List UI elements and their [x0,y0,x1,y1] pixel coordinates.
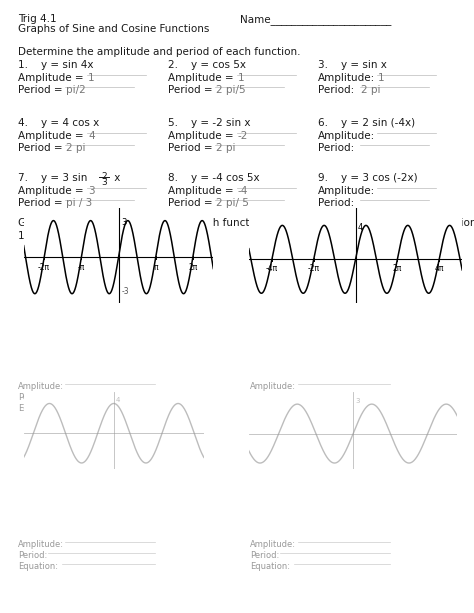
Text: -4π: -4π [266,264,278,273]
Text: 2 pi: 2 pi [361,85,381,95]
Text: Amplitude =: Amplitude = [168,131,237,141]
Text: Equation:: Equation: [250,562,290,571]
Text: 4: 4 [88,131,95,141]
Text: Trig 4.1: Trig 4.1 [18,14,56,24]
Text: 3: 3 [101,178,107,187]
Text: π: π [154,263,158,272]
Text: Amplitude:: Amplitude: [318,186,375,196]
Text: 4.    y = 4 cos x: 4. y = 4 cos x [18,118,99,128]
Text: Give the amplitude and period of each function graphed below.  Then write an equ: Give the amplitude and period of each fu… [18,218,474,228]
Text: Period =: Period = [168,85,216,95]
Text: 1: 1 [378,73,384,83]
Text: Equation:: Equation: [18,562,58,571]
Text: Period =: Period = [168,143,216,153]
Text: Period =: Period = [18,85,66,95]
Text: -2π: -2π [308,264,320,273]
Text: pi/2: pi/2 [66,85,86,95]
Text: 4π: 4π [434,264,444,273]
Text: Determine the amplitude and period of each function.: Determine the amplitude and period of ea… [18,47,301,57]
Text: 2 pi: 2 pi [66,143,85,153]
Text: 3: 3 [88,186,95,196]
Text: pi / 3: pi / 3 [66,198,92,208]
Text: Amplitude =: Amplitude = [18,73,87,83]
Text: 2.    y = cos 5x: 2. y = cos 5x [168,60,246,70]
Text: Amplitude:: Amplitude: [18,382,64,391]
Text: 2 pi: 2 pi [216,143,236,153]
Text: 2π: 2π [392,264,402,273]
Text: Amplitude =: Amplitude = [168,73,237,83]
Text: -π: -π [78,263,85,272]
Text: Amplitude:: Amplitude: [318,73,375,83]
Text: Amplitude:: Amplitude: [250,382,296,391]
Text: 1: 1 [238,73,245,83]
Text: -2: -2 [238,131,248,141]
Text: Period:: Period: [250,551,279,560]
Text: x: x [111,173,120,183]
Text: 6.    y = 2 sin (-4x): 6. y = 2 sin (-4x) [318,118,415,128]
Text: Amplitude =: Amplitude = [168,186,237,196]
Text: Amplitude =: Amplitude = [18,131,87,141]
Text: Period:: Period: [318,198,354,208]
Text: -4: -4 [238,186,248,196]
Text: 9.    y = 3 cos (-2x): 9. y = 3 cos (-2x) [318,173,418,183]
Text: 2 pi/5: 2 pi/5 [216,85,246,95]
Text: 2 pi/ 5: 2 pi/ 5 [216,198,249,208]
Text: 3.    y = sin x: 3. y = sin x [318,60,387,70]
Text: -2π: -2π [38,263,50,272]
Text: Name_______________________: Name_______________________ [240,14,392,25]
Text: Period =: Period = [18,198,66,208]
Text: 7.    y = 3 sin: 7. y = 3 sin [18,173,91,183]
Text: 4: 4 [116,397,120,403]
Text: Period =: Period = [18,143,66,153]
Text: Graphs of Sine and Cosine Functions: Graphs of Sine and Cosine Functions [18,24,210,34]
Text: -3: -3 [121,287,129,296]
Text: 11.: 11. [250,231,266,241]
Text: 5.    y = -2 sin x: 5. y = -2 sin x [168,118,250,128]
Text: 3: 3 [356,398,360,404]
Text: Equation:: Equation: [250,404,290,413]
Text: Equation:: Equation: [18,404,58,413]
Text: Period =: Period = [168,198,216,208]
Text: Amplitude:: Amplitude: [250,540,296,549]
Text: Amplitude =: Amplitude = [18,186,87,196]
Text: Period:: Period: [318,143,354,153]
Text: 1.    y = sin 4x: 1. y = sin 4x [18,60,93,70]
Text: 1: 1 [88,73,95,83]
Text: Period:: Period: [318,85,354,95]
Text: 2π: 2π [188,263,198,272]
Text: 3: 3 [121,218,127,227]
Text: Amplitude:: Amplitude: [318,131,375,141]
Text: 4: 4 [357,223,363,232]
Text: Amplitude:: Amplitude: [18,540,64,549]
Text: 10.: 10. [18,231,35,241]
Text: Period:: Period: [18,393,47,402]
Text: 8.    y = -4 cos 5x: 8. y = -4 cos 5x [168,173,260,183]
Text: Period:: Period: [18,551,47,560]
Text: 2: 2 [101,172,107,181]
Text: Period:: Period: [250,393,279,402]
